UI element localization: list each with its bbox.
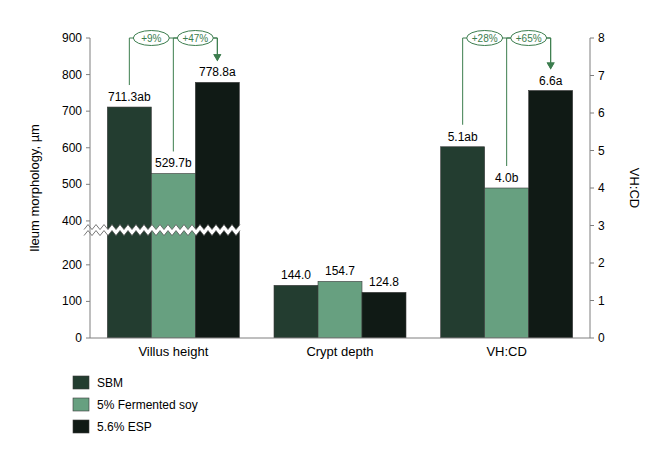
legend-label: SBM: [97, 376, 123, 390]
bar: [362, 292, 406, 338]
y2-tick-label: 0: [598, 331, 605, 345]
data-label: 711.3ab: [108, 90, 151, 104]
annotation-arrow: [547, 63, 555, 70]
y-tick: [86, 220, 90, 221]
data-label: 124.8: [369, 275, 399, 289]
annotation-badge: [511, 31, 547, 46]
y2-tick-label: 6: [598, 106, 605, 120]
data-label: 529.7b: [155, 156, 192, 170]
x-tick-label: Crypt depth: [306, 344, 373, 359]
annotation-text: +47%: [182, 33, 208, 44]
y2-tick: [590, 75, 594, 76]
bar: [151, 173, 195, 338]
y2-tick-label: 3: [598, 219, 605, 233]
y2-tick-label: 7: [598, 69, 605, 83]
annotation-text: +65%: [516, 33, 542, 44]
y2-tick: [590, 113, 594, 114]
break-line: [84, 231, 240, 236]
bar: [441, 147, 485, 338]
break-line: [84, 225, 240, 230]
y-tick-label: 400: [62, 214, 82, 228]
y-tick: [86, 74, 90, 75]
data-label: 4.0b: [495, 171, 519, 185]
y2-tick: [590, 188, 594, 189]
y-axis: [90, 38, 91, 338]
y2-tick-label: 2: [598, 256, 605, 270]
y2-axis-title: VH:CD: [627, 168, 642, 208]
x-tick-label: Villus height: [138, 344, 208, 359]
annotation-arrow: [547, 63, 555, 70]
annotation-lines: [129, 38, 554, 166]
legend-label: 5.6% ESP: [97, 420, 152, 434]
legend-swatch: [73, 420, 89, 433]
y-tick: [86, 38, 90, 39]
y2-tick: [590, 38, 594, 39]
legend-swatch: [73, 376, 89, 389]
annotation-badges: +9% +47% +28% +65%: [133, 31, 546, 46]
bar: [107, 107, 151, 338]
y-tick-label: 900: [62, 31, 82, 45]
legend-swatch: [73, 398, 89, 411]
data-label: 778.8a: [199, 65, 236, 79]
legend-label: 5% Fermented soy: [97, 398, 198, 412]
y2-tick-label: 1: [598, 294, 605, 308]
y2-tick: [590, 263, 594, 264]
y2-tick-label: 5: [598, 144, 605, 158]
y2-tick: [590, 300, 594, 301]
y-tick-label: 600: [62, 141, 82, 155]
y2-tick: [590, 225, 594, 226]
y-tick: [86, 184, 90, 185]
y-tick-label: 0: [75, 331, 82, 345]
bar: [274, 285, 318, 338]
y-tick-label: 100: [62, 294, 82, 308]
y2-tick: [590, 150, 594, 151]
bar: [485, 188, 529, 338]
annotation-arrow: [213, 54, 221, 61]
break-fill: [84, 225, 240, 236]
annotation-badge: [133, 31, 169, 46]
annotation-badge: [467, 31, 503, 46]
annotation-text: +9%: [141, 33, 161, 44]
bars: [107, 82, 572, 338]
annotation-line: [507, 38, 551, 166]
y-tick: [86, 147, 90, 148]
chart: 0 100 200 400 500 600 700 800 900 0 1 2 3 4 5 6 7 8 Villus…: [0, 0, 656, 451]
y-tick: [86, 338, 90, 339]
y-tick-label: 800: [62, 68, 82, 82]
y2-tick-label: 8: [598, 31, 605, 45]
annotation-arrow: [213, 54, 221, 61]
y-tick: [86, 111, 90, 112]
y-tick: [86, 301, 90, 302]
y2-tick-label: 4: [598, 181, 605, 195]
annotation-line: [173, 38, 217, 151]
y-tick-label: 200: [62, 258, 82, 272]
y2-tick: [590, 338, 594, 339]
data-label: 5.1ab: [448, 130, 478, 144]
x-tick-label: VH:CD: [486, 344, 526, 359]
y-axis-title: Ileum morphology, µm: [27, 124, 42, 252]
y-tick-label: 700: [62, 104, 82, 118]
axis-break: [84, 225, 240, 236]
annotations: +9% +47% +28% +65%: [129, 31, 554, 167]
annotation-badge: [177, 31, 213, 46]
annotation-text: +28%: [472, 33, 498, 44]
bar: [318, 281, 362, 338]
x-axis: [90, 338, 590, 339]
y-tick-label: 500: [62, 177, 82, 191]
legend: SBM 5% Fermented soy 5.6% ESP: [73, 376, 198, 434]
data-label: 154.7: [325, 264, 355, 278]
bar: [195, 82, 239, 338]
bar: [529, 91, 573, 339]
data-label: 6.6a: [539, 74, 563, 88]
y-tick: [86, 264, 90, 265]
data-label: 144.0: [281, 268, 311, 282]
